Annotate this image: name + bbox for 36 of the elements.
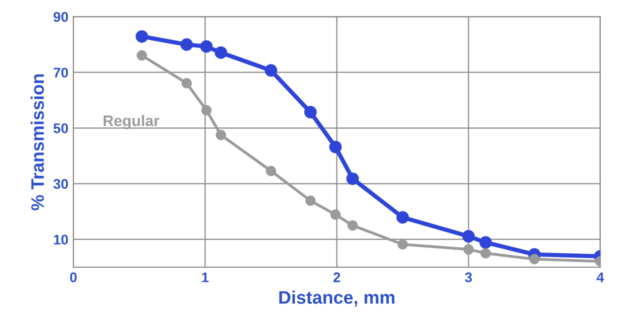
point xyxy=(264,64,278,77)
point xyxy=(266,166,276,176)
point xyxy=(136,50,148,61)
point xyxy=(462,230,475,243)
point xyxy=(136,30,148,43)
y-tick-label: 30 xyxy=(53,179,68,189)
point xyxy=(304,106,317,118)
point xyxy=(396,211,409,224)
point xyxy=(330,209,341,220)
point xyxy=(181,78,192,88)
point xyxy=(480,248,491,258)
point xyxy=(305,195,316,206)
point xyxy=(347,220,358,231)
y-tick-label: 70 xyxy=(54,68,68,78)
point xyxy=(479,236,492,249)
point xyxy=(200,40,213,53)
x-tick-label: 4 xyxy=(596,272,604,282)
x-tick-label: 1 xyxy=(202,272,209,282)
point xyxy=(346,172,359,185)
point xyxy=(529,254,540,264)
y-tick-label: 10 xyxy=(54,234,68,245)
x-axis-title: Distance, mm xyxy=(279,290,394,306)
y-tick-label: 90 xyxy=(54,12,68,22)
point xyxy=(180,38,193,51)
point xyxy=(216,130,226,140)
y-tick-label: 50 xyxy=(54,123,68,134)
point xyxy=(397,239,408,250)
point xyxy=(214,46,228,59)
point xyxy=(201,105,212,116)
y-axis-title: % Transmission xyxy=(30,74,44,210)
x-tick-label: 2 xyxy=(333,272,340,282)
point xyxy=(463,244,474,255)
x-tick-label: 0 xyxy=(70,272,77,282)
x-tick-label: 3 xyxy=(464,272,472,282)
text: Regular xyxy=(104,114,160,130)
point xyxy=(329,140,342,154)
